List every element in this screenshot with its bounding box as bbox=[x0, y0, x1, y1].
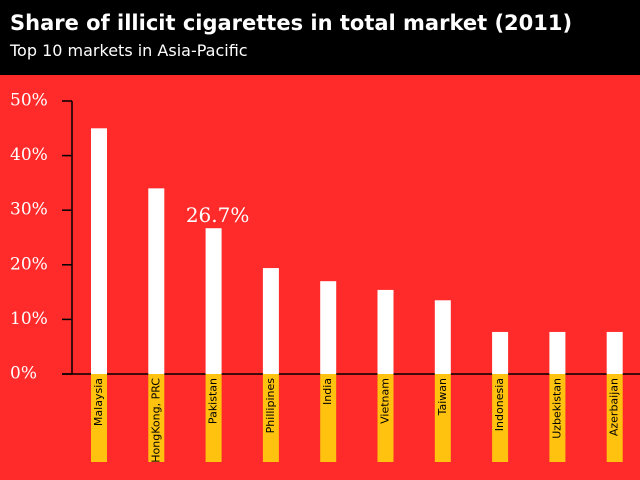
label-box bbox=[434, 374, 451, 462]
label-box bbox=[606, 374, 623, 462]
bar bbox=[91, 128, 107, 374]
x-tick-label: India bbox=[321, 378, 334, 405]
x-tick-label: Malaysia bbox=[92, 378, 105, 426]
bar bbox=[205, 228, 222, 374]
x-tick-label: Vietnam bbox=[379, 378, 392, 424]
label-box bbox=[148, 374, 165, 462]
bar bbox=[262, 268, 279, 374]
y-tick-label: 30% bbox=[10, 200, 48, 220]
y-tick-label: 50% bbox=[10, 91, 48, 111]
x-tick-label: Azerbaijan bbox=[608, 378, 621, 436]
y-tick-label: 20% bbox=[10, 254, 48, 274]
bar bbox=[606, 331, 623, 374]
x-tick-label: HongKong, PRC bbox=[149, 378, 162, 463]
chart-title: Share of illicit cigarettes in total mar… bbox=[10, 11, 572, 35]
label-box bbox=[492, 374, 509, 462]
y-tick-label: 0% bbox=[10, 364, 37, 384]
value-label: 26.7% bbox=[186, 203, 250, 227]
bar bbox=[320, 281, 337, 374]
x-tick-label: Phillipines bbox=[264, 378, 277, 434]
bar bbox=[549, 331, 566, 374]
x-tick-label: Pakistan bbox=[207, 378, 220, 424]
x-tick-label: Uzbekistan bbox=[550, 378, 563, 439]
y-tick-label: 10% bbox=[10, 309, 48, 329]
label-box bbox=[549, 374, 566, 462]
bar bbox=[434, 300, 451, 374]
bar bbox=[377, 289, 394, 374]
label-box bbox=[320, 374, 337, 462]
chart-subtitle: Top 10 markets in Asia-Pacific bbox=[9, 41, 248, 60]
x-tick-label: Taiwan bbox=[436, 378, 449, 416]
label-box bbox=[91, 374, 107, 462]
label-box bbox=[205, 374, 222, 462]
y-tick-label: 40% bbox=[10, 145, 48, 165]
header-bg bbox=[0, 0, 640, 75]
bar bbox=[492, 331, 509, 374]
label-box bbox=[262, 374, 279, 462]
label-box bbox=[377, 374, 394, 462]
bar bbox=[148, 188, 165, 374]
x-tick-label: Indonesia bbox=[493, 378, 506, 431]
